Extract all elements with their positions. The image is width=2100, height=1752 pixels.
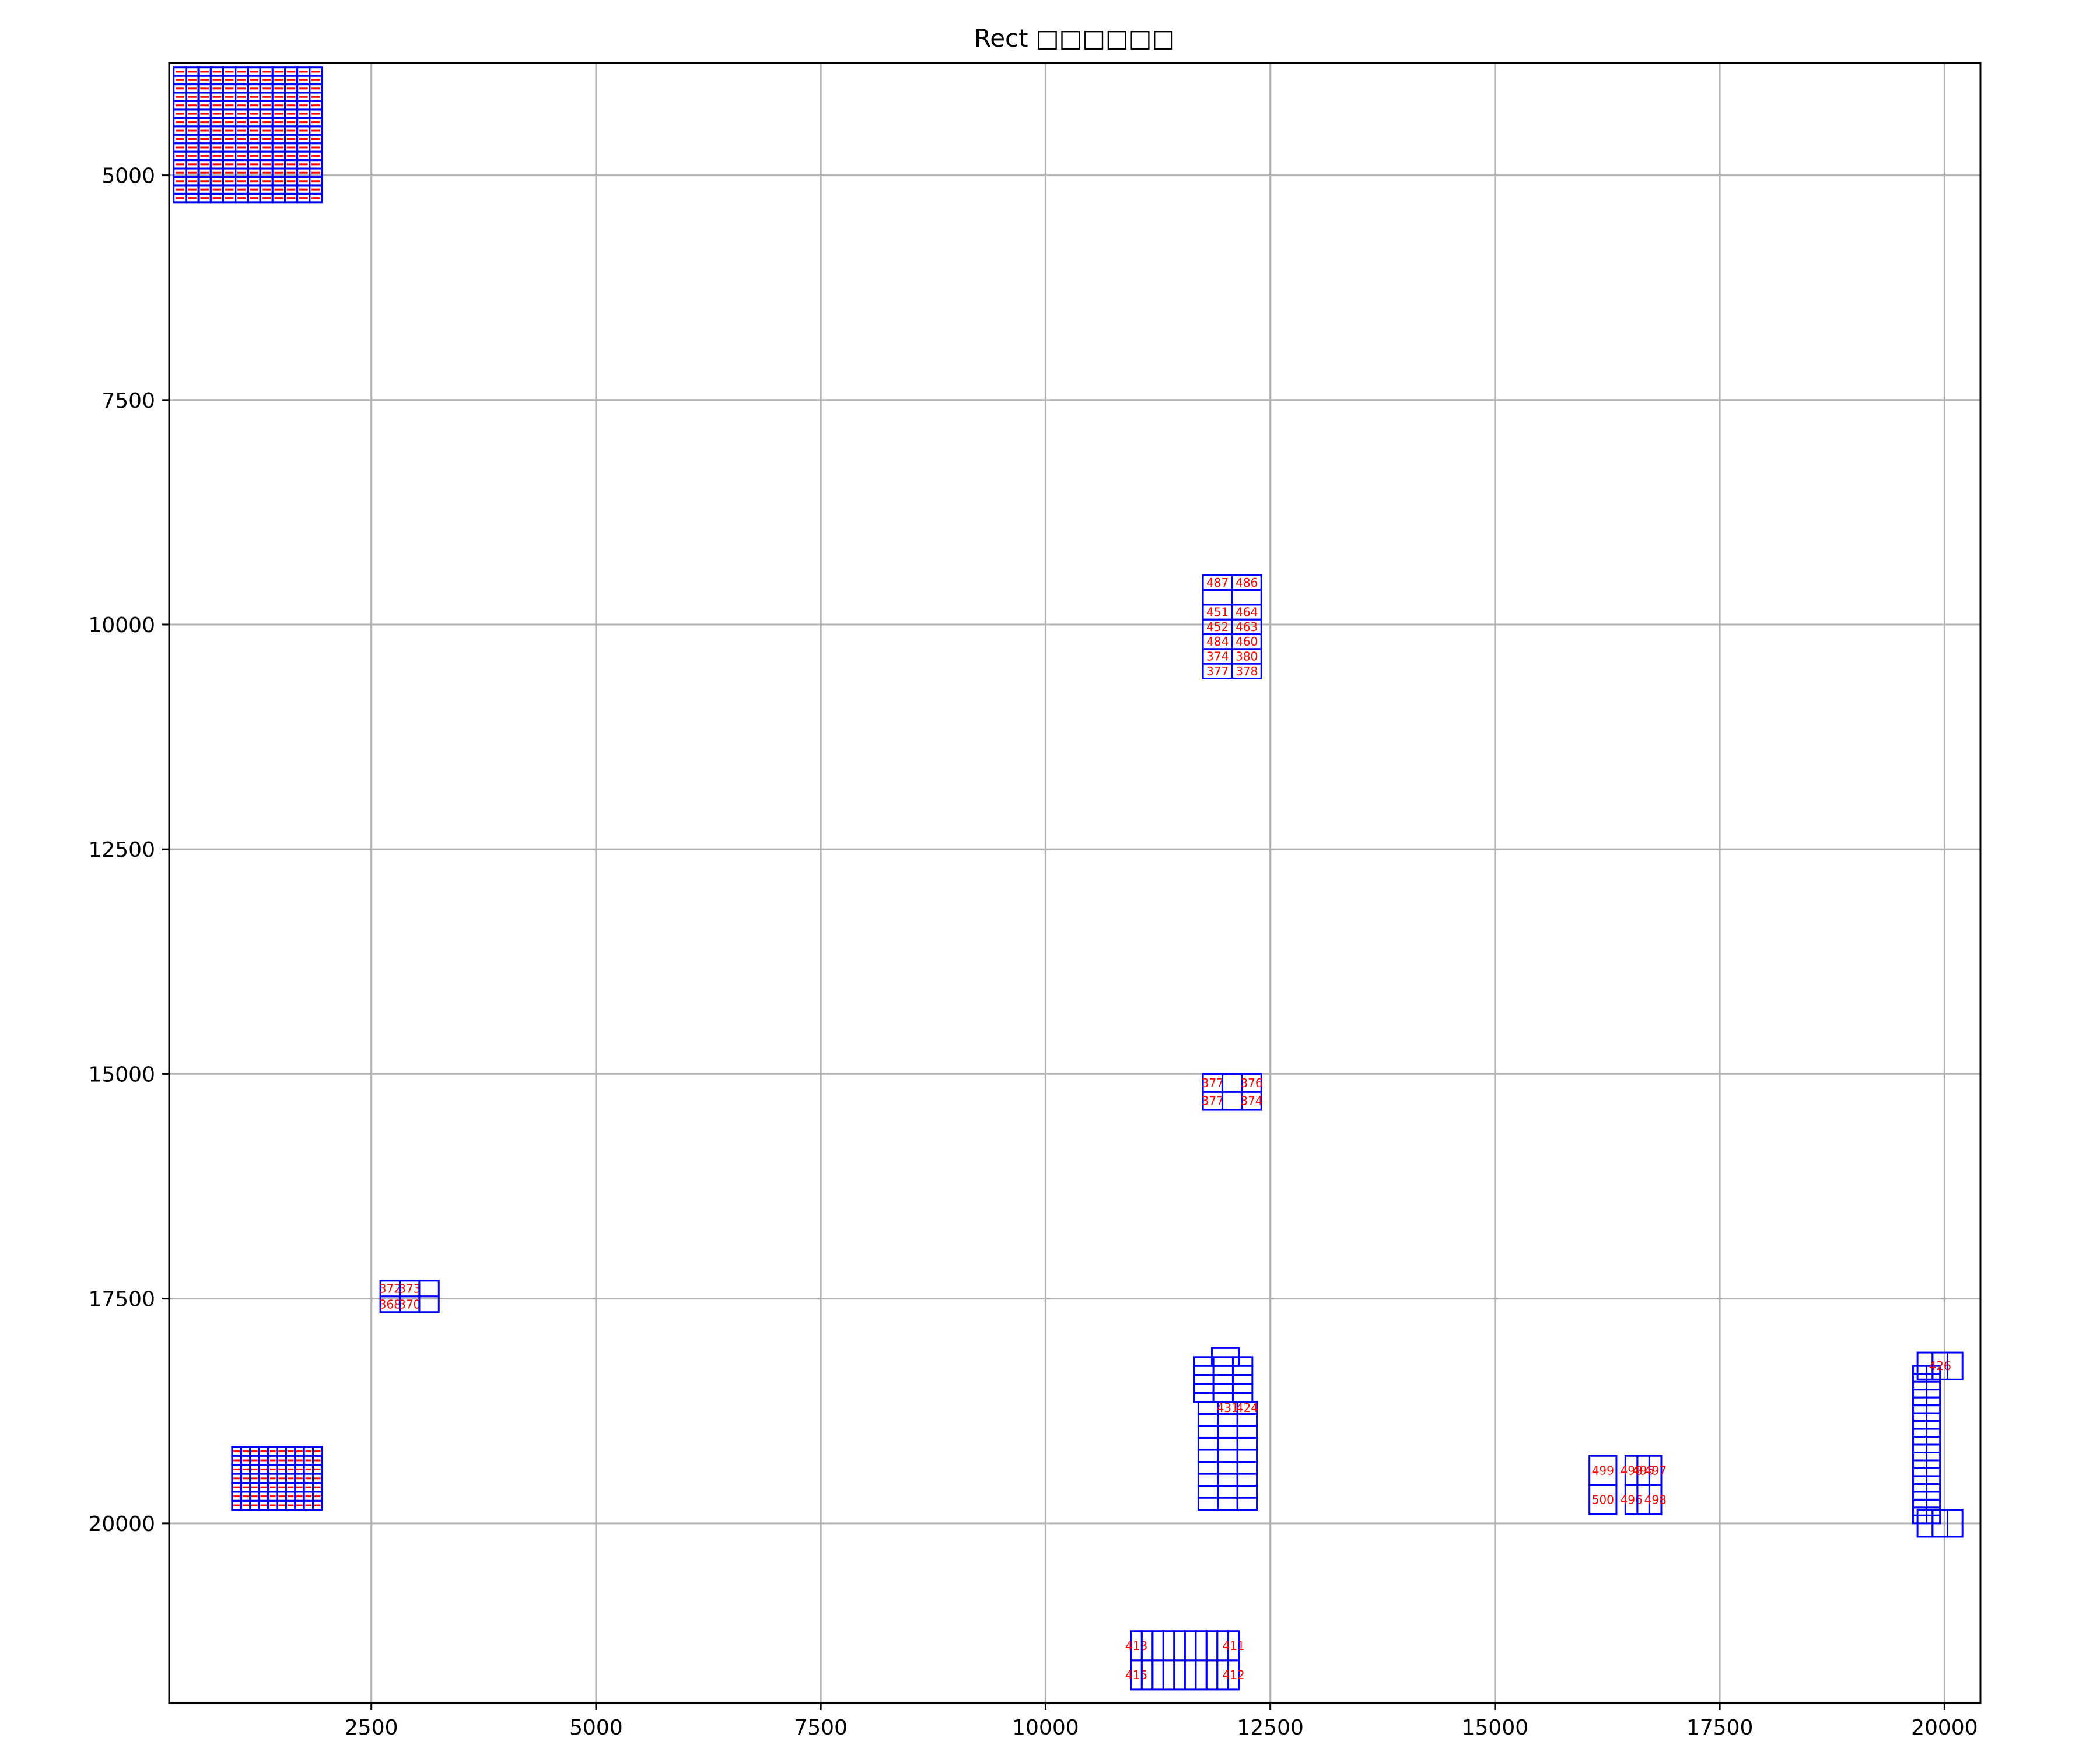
rect-label: 374 [1206, 649, 1228, 663]
rect-label: 500 [1592, 1492, 1614, 1506]
rect-label: 463 [1236, 620, 1258, 634]
y-tick-label: 20000 [88, 1512, 155, 1536]
rect-label: 460 [1236, 635, 1258, 649]
rect-group-pair-16200: 499 500 [1588, 1455, 1618, 1515]
rect-label: 372 [379, 1281, 401, 1295]
chart-title: Rect □□□□□□ [974, 24, 1175, 52]
rect-group-stack-10000: 487 486 451 464 452 463 484 460 374 380 377 378 [1202, 574, 1262, 679]
rect-label: 378 [1236, 664, 1258, 678]
x-tick-label: 2500 [345, 1716, 398, 1740]
x-tick-label: 10000 [1012, 1716, 1079, 1740]
y-tick-label: 5000 [102, 164, 155, 188]
rect-label: 415 [1125, 1668, 1147, 1682]
grid-layer [169, 63, 1980, 1703]
rect-label: 376 [1240, 1076, 1262, 1090]
rect-label: 431 [1216, 1401, 1238, 1415]
rect-label: 496 [1620, 1492, 1643, 1506]
rect-group-tab-18300: 426 [1916, 1351, 1964, 1380]
y-tick-label: 10000 [88, 614, 155, 637]
rect-label: 411 [1222, 1639, 1244, 1653]
rect-label: 380 [1236, 649, 1258, 663]
rect-label: 498 [1620, 1463, 1643, 1477]
rect-mark [309, 192, 323, 204]
rect-mark [1227, 1659, 1240, 1691]
rect-label: 377 [1206, 664, 1228, 678]
rect-mark [1946, 1351, 1964, 1380]
rect-label: 498 [1644, 1492, 1667, 1506]
y-tick-label: 17500 [88, 1288, 155, 1312]
x-tick-label: 15000 [1462, 1716, 1529, 1740]
rect-group-block-bottom-left [231, 1446, 323, 1511]
rect-label: 499 [1592, 1463, 1614, 1477]
rect-mark [1588, 1484, 1618, 1515]
rect-group-row-21500: 413 411 415 412 [1125, 1630, 1245, 1691]
rect-label: 464 [1236, 605, 1258, 619]
rect-mark [312, 1499, 323, 1511]
x-tick-label: 17500 [1686, 1716, 1754, 1740]
rect-mark [1236, 1497, 1258, 1511]
rect-label: 495 [1632, 1463, 1654, 1477]
y-tick-label: 15000 [88, 1063, 155, 1087]
rect-group-tiny-18100 [1210, 1347, 1240, 1367]
rect-label: 451 [1206, 605, 1228, 619]
rect-group-pair-15200: 377 376 377 374 [1202, 1073, 1263, 1111]
rect-label: 486 [1236, 576, 1258, 590]
axes-frame [168, 62, 1982, 1704]
rect-mark [1231, 663, 1262, 679]
rect-label: 370 [398, 1297, 421, 1311]
rect-mark [1210, 1347, 1240, 1367]
rect-label: 452 [1206, 620, 1228, 634]
rect-label: 424 [1236, 1401, 1258, 1415]
y-tick-label: 12500 [88, 838, 155, 862]
y-tick-label: 7500 [102, 389, 155, 413]
rect-mark [418, 1295, 440, 1313]
rect-label: 374 [1240, 1094, 1262, 1108]
rect-label: 487 [1206, 576, 1228, 590]
x-tick-label: 5000 [569, 1716, 623, 1740]
rect-mark [1946, 1509, 1964, 1538]
x-tick-label: 20000 [1911, 1716, 1978, 1740]
rect-mark [1241, 1091, 1262, 1111]
rect-group-tab-20000 [1916, 1509, 1964, 1538]
rect-label: 377 [1202, 1076, 1224, 1090]
rect-label: 484 [1206, 635, 1228, 649]
rect-label: 368 [379, 1297, 401, 1311]
rect-mark [1648, 1484, 1662, 1515]
rect-label: 497 [1644, 1463, 1667, 1477]
rect-group-block-top-left [173, 66, 323, 204]
x-tick-label: 7500 [794, 1716, 848, 1740]
rect-label: 413 [1125, 1639, 1147, 1653]
rect-label: 373 [398, 1281, 421, 1295]
rect-label: 377 [1202, 1094, 1224, 1108]
x-tick-label: 12500 [1237, 1716, 1304, 1740]
axis-layer: 2500 5000 7500 10000 12500 15000 17500 20000 500… [88, 62, 1982, 1740]
rect-group-column-19800 [1912, 1365, 1941, 1525]
rect-label: 412 [1222, 1668, 1244, 1682]
